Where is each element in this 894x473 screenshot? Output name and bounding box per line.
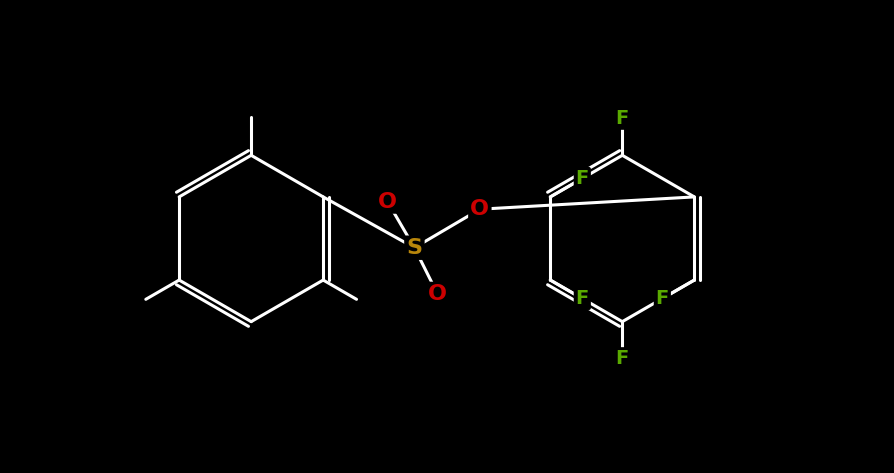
- Text: F: F: [575, 289, 588, 308]
- Text: F: F: [655, 289, 668, 308]
- Text: F: F: [615, 109, 628, 128]
- Text: O: O: [470, 199, 489, 219]
- Text: S: S: [406, 238, 422, 258]
- Text: F: F: [615, 349, 628, 368]
- Text: O: O: [427, 284, 446, 304]
- Text: F: F: [575, 169, 588, 188]
- Text: O: O: [377, 192, 397, 211]
